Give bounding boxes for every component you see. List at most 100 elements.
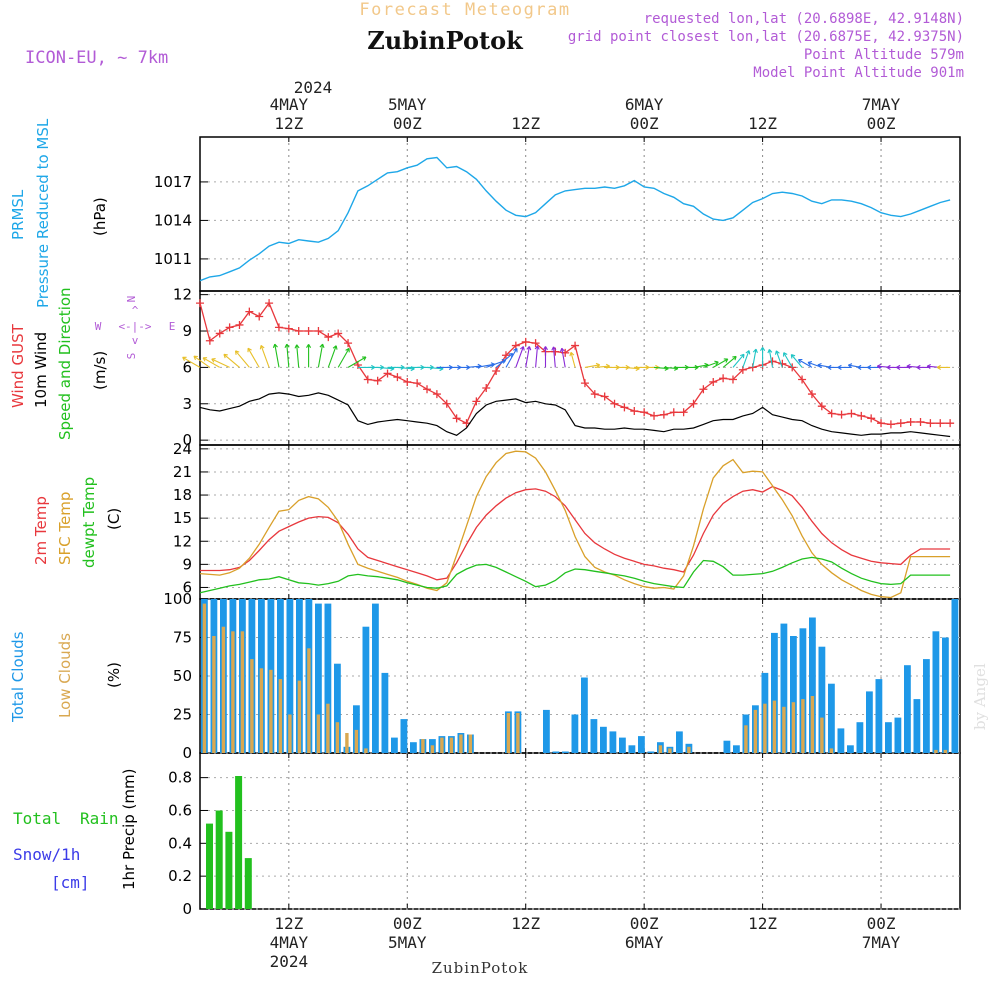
gust-point: [294, 327, 303, 336]
dewpoint-line: [199, 556, 951, 594]
low-cloud-bar: [791, 702, 796, 753]
pressure-panel: [199, 136, 961, 292]
top-date-label: 5MAY: [388, 95, 427, 114]
wind-direction-arrow: [259, 344, 270, 368]
total-cloud-bar: [733, 745, 740, 753]
low-cloud-bar: [506, 713, 511, 753]
wind-direction-arrow: [505, 347, 518, 368]
y-tick-label: 0.8: [168, 769, 192, 787]
low-cloud-bar: [259, 668, 264, 753]
gust-point: [640, 408, 649, 417]
total-cloud-bar: [353, 705, 360, 753]
low-cloud-bar: [763, 703, 767, 753]
wind-direction-arrow: [317, 343, 325, 368]
y-tick-label: 75: [173, 629, 192, 647]
gust-point: [926, 419, 935, 428]
low-cloud-bar: [449, 737, 454, 753]
rain-bar: [244, 858, 252, 909]
wind-direction-arrow: [515, 346, 525, 368]
gust-point: [936, 419, 945, 428]
low-cloud-bar: [782, 706, 786, 753]
chart-marks: [182, 156, 959, 909]
total-cloud-bar: [885, 722, 892, 753]
temp-unit: (C): [105, 508, 123, 530]
low-cloud-bar: [430, 745, 435, 753]
gust-point: [274, 323, 283, 332]
y-tick-label: 24: [173, 440, 192, 458]
gust-point: [807, 390, 816, 399]
requested-coords: requested lon,lat (20.6898E, 42.9148N): [644, 11, 964, 27]
wind-direction-arrow: [783, 352, 793, 368]
wind-direction-arrow: [837, 364, 852, 370]
gust-point: [896, 419, 905, 428]
gust-point: [205, 336, 214, 345]
wind-direction-arrow: [797, 358, 813, 368]
model-altitude: Model Point Altitude 901m: [753, 65, 964, 81]
precip-unit: 1hr Precip (mm): [120, 769, 138, 890]
compass-s: S: [125, 353, 138, 360]
y-tick-label: 9: [182, 322, 192, 340]
total-cloud-bar: [315, 603, 322, 753]
pressure-line: [199, 156, 951, 282]
wind-direction-arrow: [703, 360, 719, 368]
total-cloud-bar: [790, 636, 797, 753]
bottom-hour-label: 00Z: [630, 914, 659, 933]
bottom-hour-label: 00Z: [867, 914, 896, 933]
gust-point: [916, 417, 925, 426]
total-cloud-bar: [913, 699, 921, 753]
wind-direction-arrow: [247, 347, 260, 368]
gust-point: [245, 307, 254, 316]
low-cloud-bar: [421, 739, 425, 753]
low-cloud-bar: [810, 696, 815, 753]
low-cloud-bar: [658, 745, 663, 753]
top-date-label: 4MAY: [270, 95, 309, 114]
gust-point: [728, 375, 737, 384]
compass-e: E: [169, 320, 176, 333]
total-cloud-bar: [894, 717, 902, 753]
total-cloud-bar: [828, 683, 835, 753]
gust-point: [837, 410, 846, 419]
forecast-title: Forecast Meteogram: [359, 0, 570, 20]
sfc-temp-line: [199, 450, 951, 599]
wind-direction-arrow: [534, 345, 540, 368]
gust-point: [472, 397, 481, 406]
rain-label: Rain: [80, 809, 119, 828]
gust-point: [255, 312, 264, 321]
gust-line: [199, 301, 951, 426]
snow-label: Snow/1h: [13, 845, 80, 864]
pressure-unit: (hPa): [91, 197, 109, 236]
low-cloud-bar: [744, 725, 748, 753]
low-cloud-bar: [297, 680, 302, 753]
gust-point: [492, 367, 501, 376]
bottom-hour-label: 12Z: [274, 914, 303, 933]
compass-rose: N ^ W <-|-> E v S: [95, 296, 176, 360]
dir-label: Speed and Direction: [56, 287, 74, 440]
low-cloud-bar: [753, 709, 758, 753]
total-cloud-bar: [277, 599, 284, 753]
bottom-date-label: 7MAY: [862, 933, 901, 952]
precip-panel: [199, 752, 961, 910]
gust-point: [413, 379, 422, 388]
gust-point: [719, 374, 728, 383]
low-cloud-bar: [829, 748, 834, 753]
rain-bar: [225, 831, 233, 909]
gust-point: [393, 373, 402, 382]
total-cloud-bar: [771, 632, 778, 753]
gust-point: [314, 327, 323, 336]
gust-point: [304, 327, 313, 336]
gust-point: [324, 333, 333, 342]
low-cloud-bar: [943, 749, 948, 753]
bottom-hour-label: 00Z: [393, 914, 422, 933]
gust-point: [344, 339, 353, 348]
low-cloud-bar: [278, 679, 283, 753]
gust-point: [196, 299, 204, 308]
total-clouds-label: Total Clouds: [9, 631, 27, 723]
gust-point: [383, 369, 392, 378]
y-tick-label: 3: [182, 395, 192, 413]
y-tick-label: 0: [182, 900, 192, 918]
gust-point: [432, 390, 441, 399]
low-cloud-bar: [316, 714, 321, 753]
wind-direction-arrow: [294, 344, 300, 368]
wind-direction-arrow: [712, 358, 729, 368]
top-hour-label: 00Z: [630, 114, 659, 133]
